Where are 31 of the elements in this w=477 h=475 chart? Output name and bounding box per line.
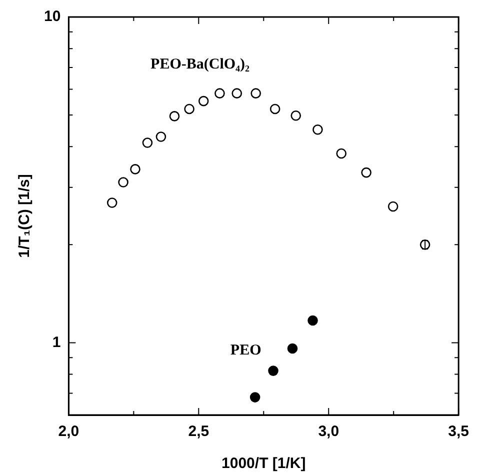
series-label: PEO [230, 342, 262, 359]
point [270, 104, 280, 114]
x-tick-label: 2,0 [58, 423, 80, 440]
point [118, 177, 128, 188]
point [250, 392, 260, 402]
point [388, 201, 398, 212]
y-tick-label: 1 [52, 334, 61, 351]
point [169, 111, 180, 122]
x-tick-label: 2,5 [188, 423, 210, 440]
point [214, 88, 225, 98]
x-tick-label: 3,0 [318, 423, 340, 440]
point [312, 124, 323, 135]
point [290, 110, 302, 121]
point [250, 88, 261, 98]
y-tick-label: 10 [44, 8, 61, 26]
point [130, 164, 140, 174]
point [142, 138, 153, 148]
series-label: PEO-Ba(ClO₄)₂ [150, 56, 250, 73]
x-axis-title: 1000/T [1/K] [222, 455, 306, 472]
point [361, 167, 372, 178]
point [106, 198, 118, 208]
point [287, 343, 298, 354]
point [336, 148, 346, 159]
point [268, 366, 278, 376]
point [198, 96, 209, 106]
point [308, 315, 318, 326]
point [156, 132, 166, 142]
point [232, 88, 242, 98]
point [184, 104, 194, 114]
x-tick-label: 3,5 [448, 423, 470, 440]
y-axis-title: 1/T₁(C) [1/s] [16, 174, 34, 258]
